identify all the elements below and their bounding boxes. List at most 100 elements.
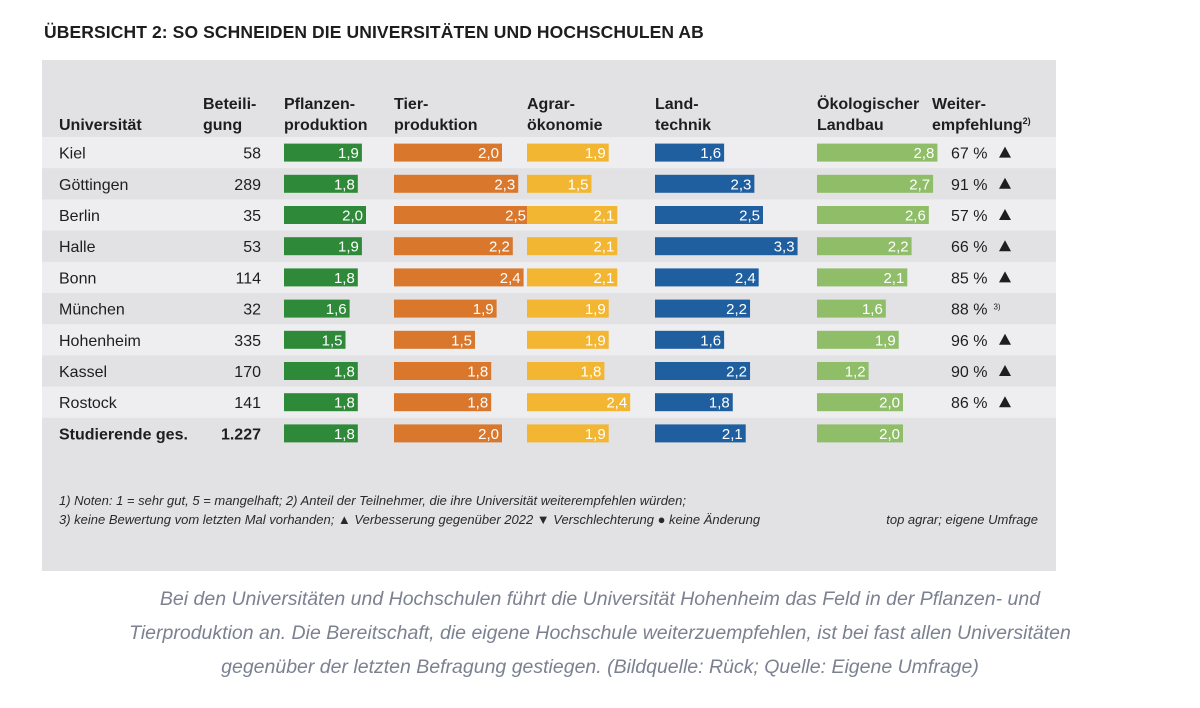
bar-3 [655,299,751,318]
column-header-agrar: Agrar- [527,96,575,113]
bar-4 [817,393,903,412]
bar-value-label: 2,0 [478,426,499,443]
bar-value-label: 3,3 [774,239,795,256]
bar-value-label: 1,9 [585,301,606,318]
recommend-value: 85 % [951,270,987,287]
bar-1 [394,206,529,224]
bar-value-label: 2,3 [731,176,752,193]
bar-1 [394,299,497,318]
row-label-university: Bonn [59,270,96,287]
bar-4 [817,143,938,162]
bar-3 [655,424,746,443]
bar-4 [817,268,908,287]
bar-1 [394,393,492,412]
bar-2 [527,174,592,193]
row-label-university: Rostock [59,395,118,412]
bar-4 [817,330,899,349]
column-header-recommend: Weiter- [932,96,986,113]
bar-0 [284,206,366,224]
row-participation: 141 [234,395,261,412]
bar-value-label: 2,3 [494,176,515,193]
bar-3 [655,174,755,193]
recommend-value: 91 % [951,177,987,194]
row-participation: 53 [243,239,261,256]
bar-value-label: 2,2 [489,239,510,256]
recommend-value: 88 % 3) [951,302,1001,319]
column-header-agrar: ökonomie [527,117,603,134]
bar-1 [394,268,524,287]
bar-value-label: 1,9 [473,301,494,318]
recommend-value: 57 % [951,208,987,225]
bar-value-label: 2,8 [914,145,935,162]
bar-1 [394,330,475,349]
column-header-pflanzen: Pflanzen- [284,96,355,113]
bar-value-label: 1,2 [845,364,866,381]
bar-1 [394,424,502,443]
bar-value-label: 1,6 [700,332,721,349]
bar-4 [817,206,929,224]
recommend-value: 86 % [951,395,987,412]
bar-value-label: 1,8 [709,395,730,412]
bar-4 [817,424,903,443]
bar-2 [527,393,631,412]
bar-3 [655,143,725,162]
bar-value-label: 1,8 [467,395,488,412]
bar-value-label: 1,8 [334,176,355,193]
bar-value-label: 2,6 [905,208,926,225]
bar-1 [394,174,519,193]
bar-value-label: 2,0 [342,208,363,225]
row-participation: 58 [243,146,261,163]
bar-value-label: 2,2 [726,364,747,381]
bar-value-label: 2,0 [879,426,900,443]
bar-value-label: 2,1 [593,208,614,225]
row-participation: 1.227 [221,426,261,443]
column-header-oeko: Landbau [817,117,884,134]
bar-value-label: 1,5 [322,332,343,349]
bar-2 [527,330,609,349]
trend-up-icon [999,146,1011,158]
caption-line: gegenüber der letzten Befragung gestiege… [221,656,979,678]
row-label-university: Göttingen [59,177,128,194]
bar-0 [284,143,362,162]
bar-0 [284,268,358,287]
column-header-land: Land- [655,96,699,113]
footnote-line: 3) keine Bewertung vom letzten Mal vorha… [59,512,761,527]
footnote-line: 1) Noten: 1 = sehr gut, 5 = mangelhaft; … [59,493,686,508]
bar-value-label: 1,8 [467,364,488,381]
column-header-tier: Tier- [394,96,428,113]
bar-1 [394,237,513,256]
trend-up-icon [999,209,1011,220]
bar-value-label: 1,8 [334,426,355,443]
bar-value-label: 1,8 [334,364,355,381]
column-header-participation: gung [203,117,242,134]
bar-value-label: 2,1 [883,270,904,287]
bar-2 [527,268,618,287]
recommend-value: 96 % [951,333,987,350]
row-participation: 114 [235,270,261,287]
recommend-value: 67 % [951,146,987,163]
bar-value-label: 1,9 [875,332,896,349]
bar-3 [655,393,733,412]
bar-value-label: 1,9 [585,332,606,349]
bar-value-label: 1,6 [326,301,347,318]
bar-value-label: 2,1 [593,270,614,287]
trend-up-icon [999,396,1011,408]
bar-4 [817,299,886,318]
recommend-value: 90 % [951,364,987,381]
bar-2 [527,237,618,256]
column-header-pflanzen: produktion [284,117,368,134]
bar-value-label: 2,2 [726,301,747,318]
column-header-university: Universität [59,117,142,134]
row-participation: 335 [234,333,261,350]
row-label-university: Halle [59,239,96,256]
bar-value-label: 2,4 [606,395,627,412]
bar-value-label: 2,1 [593,239,614,256]
bar-2 [527,206,618,224]
column-header-participation: Beteili- [203,96,256,113]
column-header-recommend: empfehlung2) [932,116,1031,134]
trend-up-icon [999,333,1011,345]
chart-title: ÜBERSICHT 2: SO SCHNEIDEN DIE UNIVERSITÄ… [44,22,704,42]
bar-value-label: 1,5 [451,332,472,349]
bar-value-label: 2,4 [735,270,756,287]
row-label-university: Kiel [59,146,86,163]
